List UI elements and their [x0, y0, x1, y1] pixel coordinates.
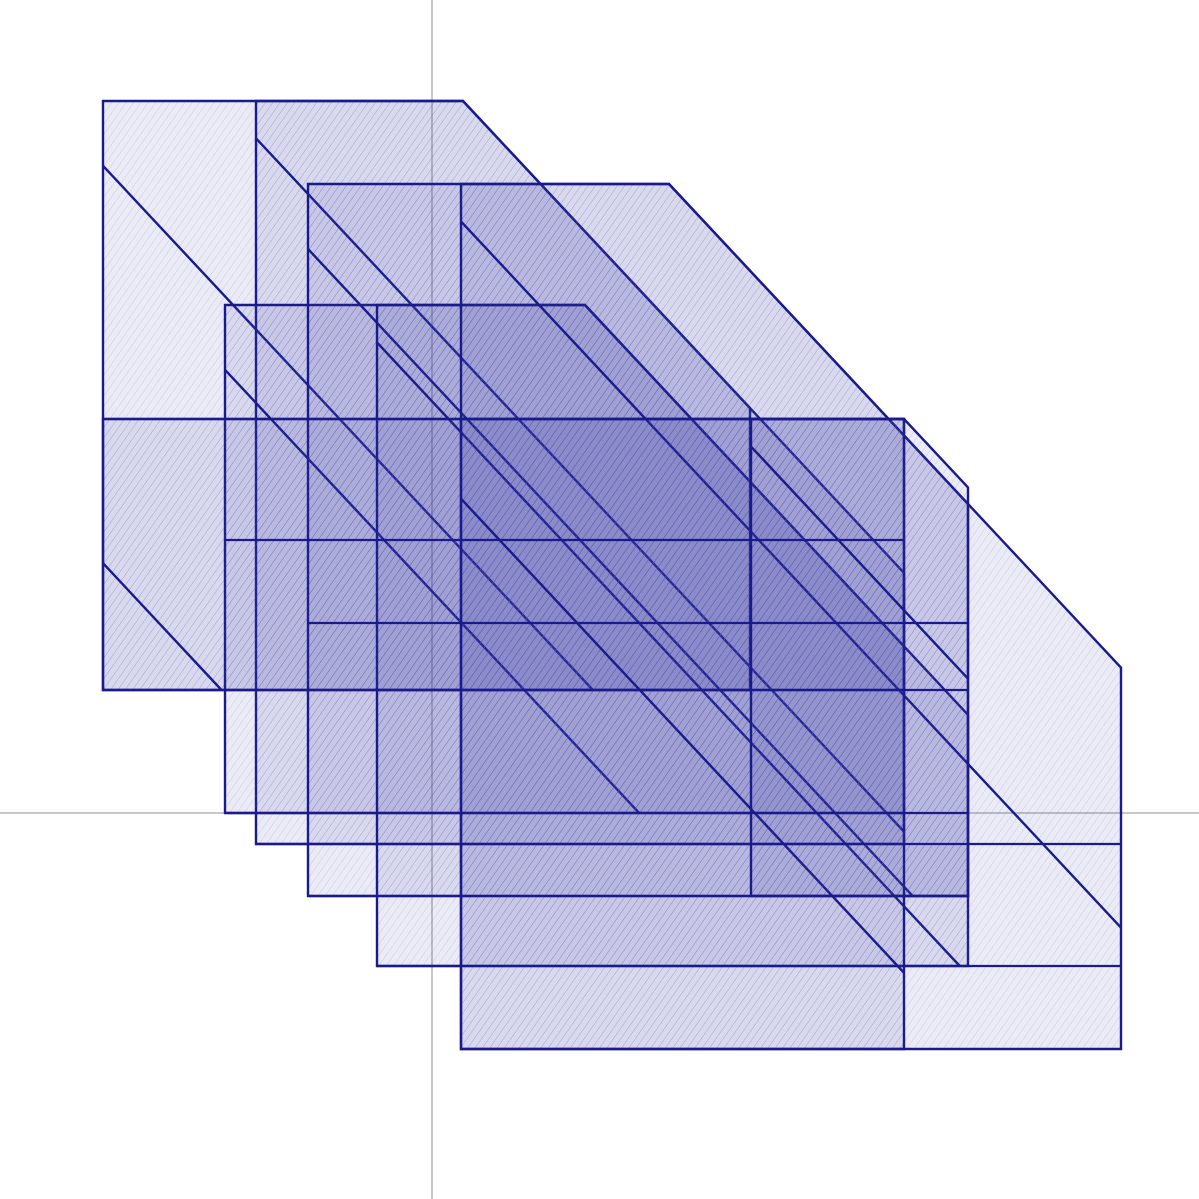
polygon-group [101, 99, 1123, 1051]
polygon-diagonal [750, 445, 969, 680]
polygon-diagonal [102, 562, 223, 691]
polygon-hatching [751, 419, 968, 896]
